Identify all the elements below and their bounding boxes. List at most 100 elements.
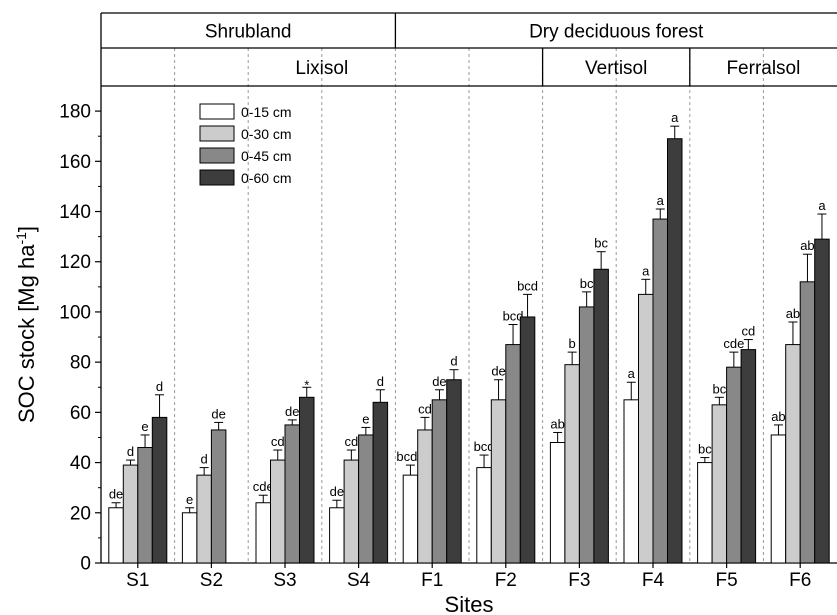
bar (785, 344, 801, 564)
bar (578, 306, 595, 564)
bar (431, 399, 448, 564)
bar (329, 507, 345, 564)
x-tick-label: F3 (568, 570, 590, 591)
y-axis-title-main: SOC stock [Mg ha (14, 244, 39, 423)
bar (726, 366, 742, 564)
x-tick-label: F2 (495, 570, 517, 591)
significance-label: de (211, 406, 225, 421)
y-tick-label: 0 (80, 554, 91, 575)
significance-label: d (156, 379, 163, 394)
bar (137, 447, 153, 564)
bar (181, 512, 198, 564)
legend-label: 0-30 cm (241, 126, 292, 142)
x-tick-label: S4 (347, 570, 371, 591)
significance-label: e (141, 419, 148, 434)
bar (446, 379, 462, 564)
x-tick-label: S3 (273, 570, 296, 591)
bar (476, 467, 492, 564)
bar (711, 404, 728, 564)
significance-label: bc (712, 381, 726, 396)
significance-label: d (127, 444, 134, 459)
legend-swatch (199, 169, 235, 186)
y-tick-label: 100 (59, 302, 91, 323)
y-tick-label: 60 (70, 403, 91, 424)
significance-label: cd (344, 434, 358, 449)
y-tick-label: 120 (59, 252, 91, 273)
significance-label: cde (723, 336, 744, 351)
bar (270, 459, 286, 564)
bar (402, 474, 419, 564)
legend-swatch (199, 103, 235, 120)
significance-label: e (186, 492, 193, 507)
y-axis-title-sup: -1 (13, 232, 29, 245)
bar (593, 268, 609, 564)
legend-label: 0-60 cm (241, 170, 292, 186)
legend-label: 0-45 cm (241, 148, 292, 164)
significance-label: bcd (517, 278, 538, 293)
x-tick-label: F5 (716, 570, 738, 591)
x-tick-label: F4 (642, 570, 665, 591)
significance-label: b (569, 336, 576, 351)
bar (284, 424, 300, 564)
significance-label: cd (418, 401, 432, 416)
header-group-label: Ferralsol (726, 58, 800, 79)
significance-label: a (628, 366, 636, 381)
bar (210, 429, 227, 564)
bar (667, 138, 683, 564)
significance-label: cd (741, 324, 755, 339)
y-axis-title-close: ] (14, 226, 39, 232)
significance-label: ab (786, 306, 800, 321)
bar (490, 399, 507, 564)
x-axis-title: Sites (445, 592, 494, 615)
x-tick-label: F1 (421, 570, 443, 591)
significance-label: bcd (503, 309, 524, 324)
header-group-label: Shrubland (205, 22, 292, 43)
significance-label: bc (698, 442, 712, 457)
significance-label: * (304, 377, 309, 392)
bar (623, 399, 639, 564)
significance-label: ab (550, 416, 564, 431)
bar (638, 293, 654, 564)
significance-label: cde (253, 479, 274, 494)
bar (799, 281, 816, 564)
significance-label: bcd (474, 439, 495, 454)
bar (108, 507, 124, 564)
significance-label: cd (271, 434, 285, 449)
bar (343, 459, 360, 564)
significance-label: d (201, 452, 208, 467)
legend-swatch (199, 147, 235, 164)
header-group-label: Vertisol (585, 58, 647, 79)
bar (417, 429, 433, 564)
y-tick-label: 140 (59, 202, 91, 223)
legend-label: 0-15 cm (241, 104, 292, 120)
bar (697, 462, 713, 564)
bar (358, 434, 374, 564)
bar (299, 396, 315, 564)
y-tick-label: 20 (70, 503, 91, 524)
bar (151, 416, 168, 564)
bar (519, 316, 536, 564)
significance-label: bc (594, 236, 608, 251)
significance-label: de (491, 364, 505, 379)
y-tick-label: 80 (70, 353, 91, 374)
header-group-label: Lixisol (295, 58, 348, 79)
bar (740, 349, 757, 564)
significance-label: d (377, 374, 384, 389)
significance-label: ab (771, 409, 785, 424)
bar (814, 238, 830, 564)
legend-swatch (199, 125, 235, 142)
significance-label: a (642, 263, 650, 278)
bar (255, 502, 271, 564)
bar (652, 218, 668, 564)
significance-label: e (362, 411, 369, 426)
significance-label: a (657, 193, 665, 208)
bar (196, 474, 212, 564)
x-tick-label: S1 (126, 570, 149, 591)
y-tick-label: 40 (70, 453, 91, 474)
x-tick-label: S2 (200, 570, 223, 591)
significance-label: de (109, 487, 123, 502)
x-tick-label: F6 (789, 570, 811, 591)
significance-label: a (818, 198, 826, 213)
bar (549, 441, 566, 564)
